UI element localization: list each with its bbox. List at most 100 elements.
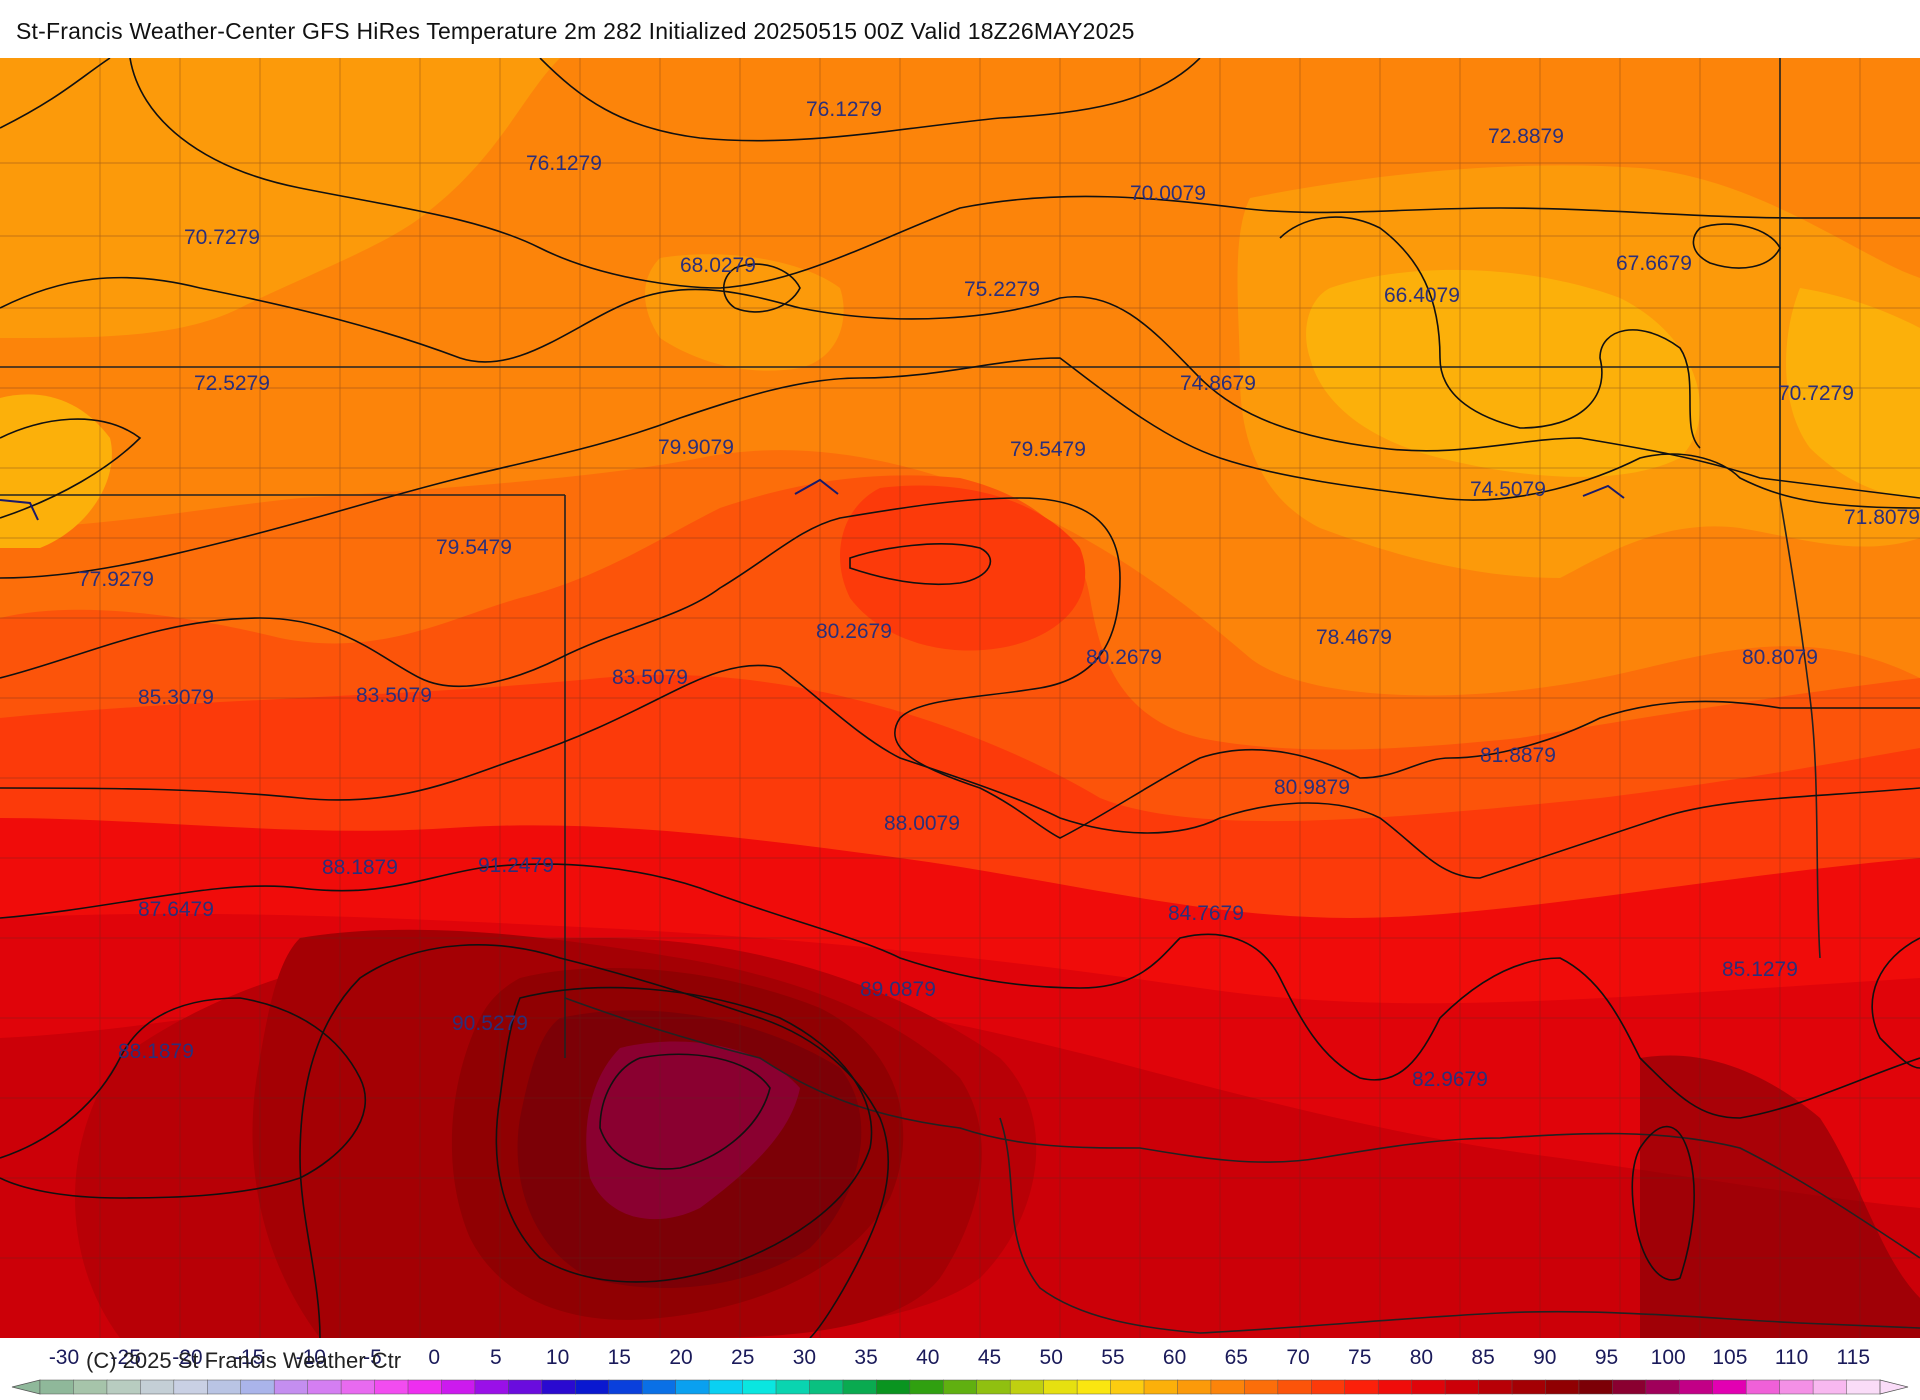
colorbar-swatch bbox=[307, 1379, 342, 1395]
contour-label: 67.6679 bbox=[1616, 252, 1692, 275]
colorbar-tick-label: 40 bbox=[916, 1346, 939, 1369]
colorbar-swatch bbox=[1177, 1379, 1212, 1395]
colorbar-swatch bbox=[1244, 1379, 1279, 1395]
colorbar-arrow-high bbox=[1879, 1379, 1909, 1395]
contour-label: 80.8079 bbox=[1742, 646, 1818, 669]
colorbar-swatch bbox=[1846, 1379, 1881, 1395]
contour-lines bbox=[0, 58, 1920, 1338]
colorbar-tick-labels: -30 -25 -20 -15 -10 -5 0 5 10 15 20 25 30 35 40 45 50 55 6… bbox=[49, 1346, 1870, 1369]
state-boundaries bbox=[0, 58, 1920, 1334]
colorbar-swatch bbox=[1578, 1379, 1614, 1395]
colorbar-tick-label: 85 bbox=[1471, 1346, 1494, 1369]
colorbar-swatch bbox=[374, 1379, 409, 1395]
colorbar-tick-label: 20 bbox=[669, 1346, 692, 1369]
contour-label: 85.3079 bbox=[138, 686, 214, 709]
colorbar-swatch bbox=[1344, 1379, 1379, 1395]
contour-label: 68.0279 bbox=[680, 254, 756, 277]
colorbar-swatch bbox=[340, 1379, 376, 1395]
colorbar-tick-label: 30 bbox=[793, 1346, 816, 1369]
colorbar-tick-label: -20 bbox=[172, 1346, 202, 1369]
contour-label: 74.5079 bbox=[1470, 478, 1546, 501]
colorbar-tick-label: -25 bbox=[111, 1346, 141, 1369]
colorbar-swatch bbox=[641, 1379, 677, 1395]
colorbar-swatch bbox=[775, 1379, 811, 1395]
contour-label: 77.9279 bbox=[78, 568, 154, 591]
colorbar-swatch bbox=[1779, 1379, 1814, 1395]
contour-label: 80.9879 bbox=[1274, 776, 1350, 799]
contour-label: 76.1279 bbox=[526, 152, 602, 175]
colorbar-arrow-low bbox=[11, 1379, 41, 1395]
contour-label: 91.2479 bbox=[478, 854, 554, 877]
colorbar-tick-label: 95 bbox=[1595, 1346, 1618, 1369]
colorbar-swatch bbox=[742, 1379, 777, 1395]
colorbar-swatch bbox=[1076, 1379, 1112, 1395]
colorbar-swatch bbox=[1478, 1379, 1513, 1395]
temperature-fill bbox=[0, 58, 1920, 1338]
contour-label: 90.5279 bbox=[452, 1012, 528, 1035]
colorbar-tick-label: 105 bbox=[1712, 1346, 1747, 1369]
colorbar-tick-label: 5 bbox=[490, 1346, 502, 1369]
contour-label: 79.9079 bbox=[658, 436, 734, 459]
colorbar-tick-label: -15 bbox=[234, 1346, 264, 1369]
colorbar-tick-label: 45 bbox=[978, 1346, 1001, 1369]
contour-label: 74.8679 bbox=[1180, 372, 1256, 395]
colorbar-tick-label: 50 bbox=[1040, 1346, 1063, 1369]
colorbar-swatch bbox=[943, 1379, 978, 1395]
contour-label: 71.8079 bbox=[1844, 506, 1920, 529]
colorbar-tick-label: -10 bbox=[296, 1346, 326, 1369]
colorbar-swatch bbox=[1411, 1379, 1446, 1395]
colorbar-tick-label: 110 bbox=[1775, 1346, 1808, 1369]
colorbar-tick-label: 90 bbox=[1533, 1346, 1556, 1369]
contour-label: 82.9679 bbox=[1412, 1068, 1488, 1091]
colorbar-swatch bbox=[976, 1379, 1011, 1395]
colorbar-swatch bbox=[1210, 1379, 1246, 1395]
colorbar-swatch bbox=[106, 1379, 142, 1395]
colorbar-swatch bbox=[675, 1379, 710, 1395]
contour-label: 70.7279 bbox=[184, 226, 260, 249]
colorbar-swatch bbox=[207, 1379, 242, 1395]
colorbar-swatch bbox=[1545, 1379, 1580, 1395]
contour-label: 88.0079 bbox=[884, 812, 960, 835]
copyright-text: (C) 2025 St Francis Weather Ctr bbox=[86, 1348, 402, 1373]
colorbar-swatch bbox=[1277, 1379, 1313, 1395]
colorbar-swatch bbox=[575, 1379, 610, 1395]
colorbar-swatch bbox=[909, 1379, 945, 1395]
contour-label: 70.7279 bbox=[1778, 382, 1854, 405]
contour-label: 79.5479 bbox=[436, 536, 512, 559]
contour-label: 85.1279 bbox=[1722, 958, 1798, 981]
contour-label: 88.1879 bbox=[322, 856, 398, 879]
colorbar-swatch bbox=[1311, 1379, 1346, 1395]
colorbar-swatch bbox=[809, 1379, 844, 1395]
colorbar-tick-label: 15 bbox=[608, 1346, 631, 1369]
contour-label: 88.1879 bbox=[118, 1040, 194, 1063]
contour-label: 87.6479 bbox=[138, 898, 214, 921]
colorbar-swatches bbox=[11, 1379, 1909, 1395]
contour-label: 70.0079 bbox=[1130, 182, 1206, 205]
colorbar-tick-label: 35 bbox=[854, 1346, 877, 1369]
colorbar-swatch bbox=[1043, 1379, 1078, 1395]
contour-label: 80.2679 bbox=[1086, 646, 1162, 669]
colorbar-swatch bbox=[1645, 1379, 1681, 1395]
colorbar-tick-label: 115 bbox=[1837, 1346, 1870, 1369]
colorbar-swatch bbox=[240, 1379, 275, 1395]
colorbar-swatch bbox=[541, 1379, 577, 1395]
contour-label: 83.5079 bbox=[612, 666, 688, 689]
colorbar-tick-label: 10 bbox=[546, 1346, 569, 1369]
colorbar-swatch bbox=[876, 1379, 911, 1395]
colorbar-tick-label: 70 bbox=[1286, 1346, 1309, 1369]
contour-label: 84.7679 bbox=[1168, 902, 1244, 925]
colorbar-swatch bbox=[1712, 1379, 1747, 1395]
colorbar-swatch bbox=[39, 1379, 75, 1395]
contour-label: 72.8879 bbox=[1488, 125, 1564, 148]
colorbar-swatch bbox=[842, 1379, 878, 1395]
colorbar-swatch bbox=[1511, 1379, 1547, 1395]
colorbar-swatch bbox=[708, 1379, 744, 1395]
contour-label: 75.2279 bbox=[964, 278, 1040, 301]
colorbar-swatch bbox=[1812, 1379, 1848, 1395]
colorbar-swatch bbox=[1143, 1379, 1179, 1395]
colorbar-swatch bbox=[441, 1379, 476, 1395]
colorbar-swatch bbox=[1110, 1379, 1145, 1395]
contour-label: 78.4679 bbox=[1316, 626, 1392, 649]
contour-label: 66.4079 bbox=[1384, 284, 1460, 307]
colorbar-tick-label: 0 bbox=[428, 1346, 440, 1369]
